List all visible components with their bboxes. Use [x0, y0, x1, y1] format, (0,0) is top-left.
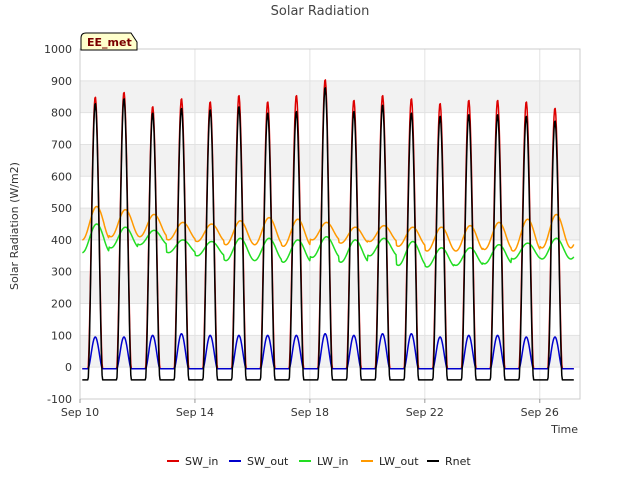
series-line-rnet: [82, 87, 574, 381]
y-tick-label: 500: [51, 202, 72, 215]
x-tick-label: Sep 22: [406, 406, 444, 419]
x-axis-title: Time: [550, 423, 578, 436]
y-tick-label: 200: [51, 298, 72, 311]
y-tick-label: 800: [51, 107, 72, 120]
legend-label-lw-out: LW_out: [379, 455, 419, 468]
x-axis-ticks: Sep 10 Sep 14 Sep 18 Sep 22 Sep 26: [61, 399, 559, 419]
grid-band: [80, 80, 580, 113]
chart-title: Solar Radiation: [271, 4, 370, 19]
y-tick-label: 1000: [44, 43, 72, 56]
legend-label-sw-in: SW_in: [185, 455, 218, 468]
y-tick-label: 100: [51, 329, 72, 342]
x-tick-label: Sep 18: [291, 406, 329, 419]
x-tick-label: Sep 26: [521, 406, 559, 419]
series-line-lw-in: [82, 223, 575, 268]
y-tick-label: 0: [65, 361, 72, 374]
legend-label-sw-out: SW_out: [247, 455, 289, 468]
y-axis-ticks: -100 0 100 200 300 400 500 600 700 800 900 1000: [44, 43, 72, 406]
station-label: EE_met: [87, 36, 132, 49]
x-tick-label: Sep 10: [61, 406, 99, 419]
y-axis-title: Solar Radiation (W/m2): [8, 162, 21, 290]
grid-bands: [80, 80, 580, 368]
station-label-background: [80, 32, 138, 51]
legend-label-lw-in: LW_in: [317, 455, 349, 468]
plot-frame: [79, 48, 581, 400]
station-label-box: EE_met: [80, 32, 138, 51]
y-tick-label: 600: [51, 170, 72, 183]
series-line-lw-out: [82, 205, 575, 252]
series-layer: [82, 79, 575, 381]
grid-band: [80, 144, 580, 177]
y-tick-label: 900: [51, 75, 72, 88]
x-tick-label: Sep 14: [176, 406, 214, 419]
y-tick-label: 300: [51, 266, 72, 279]
y-tick-label: 400: [51, 234, 72, 247]
y-tick-label: 700: [51, 138, 72, 151]
legend: SW_in SW_out LW_in LW_out Rnet: [167, 455, 471, 468]
legend-label-rnet: Rnet: [445, 455, 471, 468]
y-tick-label: -100: [47, 393, 72, 406]
